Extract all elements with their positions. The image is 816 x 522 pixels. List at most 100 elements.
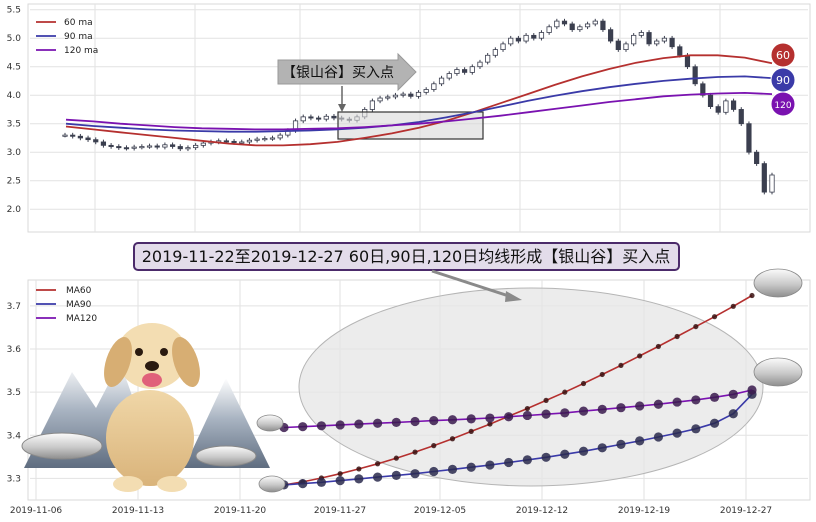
bottom-point-MA120 xyxy=(691,395,701,405)
candle-up xyxy=(300,116,306,122)
bottom-point-MA60 xyxy=(431,443,437,449)
legend-label: MA60 xyxy=(66,286,92,296)
bottom-point-MA90 xyxy=(597,443,607,453)
bottom-point-MA120 xyxy=(672,397,682,407)
candle-down xyxy=(608,29,614,42)
bottom-point-MA90 xyxy=(522,455,532,465)
candle-up xyxy=(277,134,283,139)
candle-up xyxy=(262,138,268,141)
candle-up xyxy=(485,54,491,63)
candle-down xyxy=(315,117,322,120)
candle-down xyxy=(308,116,314,119)
candle-down xyxy=(684,54,691,68)
top-legend: 60 ma 90 ma 120 ma xyxy=(36,18,98,56)
bottom-y-tick-label: 3.6 xyxy=(7,345,22,355)
candle-down xyxy=(177,146,183,150)
bottom-point-MA120 xyxy=(616,403,626,413)
candle-up xyxy=(769,174,775,193)
candle-up xyxy=(577,26,583,31)
legend-label: 120 ma xyxy=(64,46,98,56)
bottom-point-MA90 xyxy=(504,457,514,468)
candle-up xyxy=(438,77,445,85)
bottom-point-MA120 xyxy=(447,415,458,425)
bottom-point-MA120 xyxy=(466,414,476,424)
candle-down xyxy=(223,140,229,143)
candle-down xyxy=(600,20,606,31)
candle-down xyxy=(85,137,91,141)
bottom-x-tick-label: 2019-11-27 xyxy=(314,506,366,516)
badge-120 xyxy=(770,91,796,117)
silver-ingot-icon xyxy=(753,268,803,298)
bottom-x-tick-label: 2019-12-05 xyxy=(414,506,466,516)
bottom-line-MA60 xyxy=(283,294,753,486)
ma-line-90-ma xyxy=(65,75,773,133)
candle-up xyxy=(323,115,329,120)
candle-up xyxy=(423,89,429,93)
candle-down xyxy=(462,69,468,73)
bottom-point-MA60 xyxy=(637,353,643,359)
candle-down xyxy=(70,134,76,137)
bottom-point-MA60 xyxy=(393,455,399,461)
bottom-legend: MA60 MA90 MA120 xyxy=(36,286,97,324)
candle-down xyxy=(569,23,575,31)
bottom-point-MA90 xyxy=(373,472,383,482)
silver-ingot-icon xyxy=(753,357,803,387)
bottom-point-MA60 xyxy=(449,436,456,442)
candle-up xyxy=(454,69,460,74)
bottom-point-MA60 xyxy=(524,405,530,412)
candle-up xyxy=(392,94,399,98)
snow-mountain-right xyxy=(184,378,270,468)
candle-up xyxy=(523,34,529,42)
bottom-x-axis: 2019-11-06 2019-11-13 2019-11-20 2019-11-27… xyxy=(10,506,772,516)
candle-up xyxy=(131,146,137,149)
bottom-point-MA90 xyxy=(560,449,570,459)
top-chart: 5.5 5.0 4.5 4.0 3.5 3.0 2.5 2.0 【银山谷】买入点 60 ma 9… xyxy=(7,3,811,233)
candle-up xyxy=(254,138,260,141)
legend-label: MA90 xyxy=(66,300,92,310)
bottom-point-MA120 xyxy=(354,419,364,429)
banner-pointer-line xyxy=(431,269,513,299)
candle-down xyxy=(154,145,160,148)
bottom-point-MA90 xyxy=(653,432,664,442)
candle-down xyxy=(646,32,652,45)
bottom-point-MA60 xyxy=(693,323,699,330)
bottom-x-tick-label: 2019-11-20 xyxy=(214,506,267,516)
candle-down xyxy=(730,100,737,110)
dog-mascot xyxy=(104,323,200,492)
candle-up xyxy=(500,43,506,51)
candle-down xyxy=(408,93,414,97)
candle-up xyxy=(508,37,514,45)
legend-label: 60 ma xyxy=(64,18,93,28)
candle-up xyxy=(623,43,629,51)
candle-up xyxy=(200,142,206,146)
bottom-x-tick-label: 2019-12-27 xyxy=(720,506,772,516)
bottom-point-MA120 xyxy=(522,410,532,421)
candle-down xyxy=(738,109,744,125)
badge-120-label: 120 xyxy=(774,101,791,111)
candle-down xyxy=(531,34,537,39)
bottom-x-tick-label: 2019-12-19 xyxy=(618,506,671,516)
bottom-point-MA90 xyxy=(672,428,682,438)
bottom-point-MA120 xyxy=(597,404,607,415)
bottom-point-MA120 xyxy=(653,399,664,409)
bottom-point-MA60 xyxy=(543,397,549,403)
candle-down xyxy=(231,140,237,143)
top-y-tick-label: 4.0 xyxy=(7,91,22,101)
candle-down xyxy=(561,20,568,25)
candle-up xyxy=(246,139,253,143)
candle-up xyxy=(584,23,591,28)
bottom-point-MA90 xyxy=(429,466,439,477)
candle-up xyxy=(146,145,153,148)
bottom-point-MA60 xyxy=(468,428,474,435)
candle-down xyxy=(93,139,99,143)
bottom-point-MA60 xyxy=(618,362,624,369)
bottom-point-MA90 xyxy=(391,470,401,481)
top-y-tick-label: 3.5 xyxy=(7,120,21,130)
bottom-point-MA90 xyxy=(466,462,476,472)
top-y-tick-label: 2.0 xyxy=(7,205,22,215)
candle-down xyxy=(692,66,698,85)
bottom-point-MA120 xyxy=(335,420,345,430)
bottom-point-MA60 xyxy=(711,314,718,320)
candle-up xyxy=(269,137,276,140)
candle-up xyxy=(546,26,552,33)
